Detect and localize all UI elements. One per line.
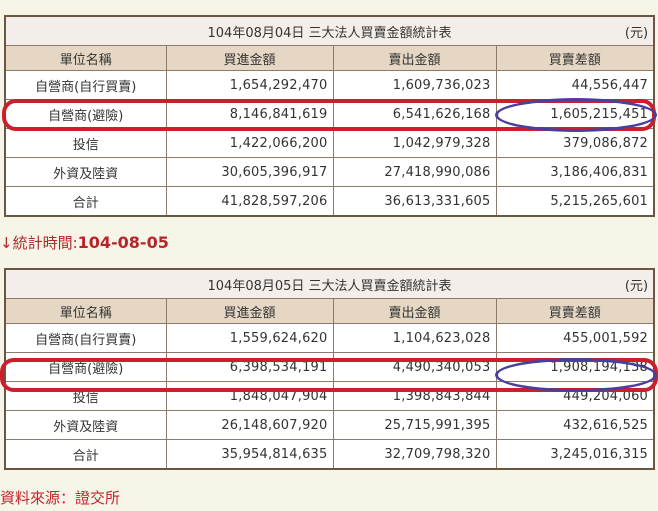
table-row: 投信 1,848,047,904 1,398,843,844 449,204,0… [4, 381, 655, 411]
row-buy: 1,654,292,470 [165, 70, 334, 100]
header-buy-amount: 買進金額 [165, 298, 334, 324]
row-name: 合計 [4, 186, 167, 217]
row-name: 投信 [4, 381, 167, 411]
row-buy: 41,828,597,206 [165, 186, 334, 217]
statistics-time-label: ↓統計時間: [0, 234, 78, 252]
row-buy: 26,148,607,920 [165, 410, 334, 440]
table-row: 自營商(避險) 8,146,841,619 6,541,626,168 1,60… [4, 99, 655, 129]
row-buy: 35,954,814,635 [165, 439, 334, 470]
row-diff: 5,215,265,601 [495, 186, 655, 217]
header-sell-amount: 賣出金額 [332, 298, 497, 324]
institutional-trading-table-0805: 104年08月05日 三大法人買賣金額統計表 (元) 單位名稱 買進金額 賣出金… [4, 268, 656, 470]
row-sell: 36,613,331,605 [332, 186, 497, 217]
table-header-row: 單位名稱 買進金額 賣出金額 買賣差額 [4, 45, 655, 71]
row-diff: 1,908,194,138 [495, 352, 655, 382]
row-sell: 1,104,623,028 [332, 323, 497, 353]
table-row: 自營商(避險) 6,398,534,191 4,490,340,053 1,90… [4, 352, 655, 382]
row-sell: 6,541,626,168 [332, 99, 497, 129]
table-title-row: 104年08月05日 三大法人買賣金額統計表 (元) [4, 268, 655, 299]
data-source: 資料來源：證交所 [0, 489, 121, 507]
row-buy: 1,848,047,904 [165, 381, 334, 411]
row-name: 合計 [4, 439, 167, 470]
row-diff: 379,086,872 [495, 128, 655, 158]
row-diff: 455,001,592 [495, 323, 655, 353]
row-buy: 6,398,534,191 [165, 352, 334, 382]
row-diff: 432,616,525 [495, 410, 655, 440]
row-name: 自營商(自行買賣) [4, 323, 167, 353]
table-row: 自營商(自行買賣) 1,654,292,470 1,609,736,023 44… [4, 70, 655, 100]
statistics-time: ↓統計時間:104-08-05 [0, 232, 169, 253]
header-unit-name: 單位名稱 [4, 298, 167, 324]
row-buy: 30,605,396,917 [165, 157, 334, 187]
table-header-row: 單位名稱 買進金額 賣出金額 買賣差額 [4, 298, 655, 324]
row-name: 自營商(避險) [4, 99, 167, 129]
row-sell: 1,609,736,023 [332, 70, 497, 100]
row-sell: 27,418,990,086 [332, 157, 497, 187]
header-net-amount: 買賣差額 [495, 45, 655, 71]
table-row-total: 合計 41,828,597,206 36,613,331,605 5,215,2… [4, 186, 655, 217]
row-name: 自營商(避險) [4, 352, 167, 382]
row-sell: 1,042,979,328 [332, 128, 497, 158]
row-name: 投信 [4, 128, 167, 158]
row-buy: 8,146,841,619 [165, 99, 334, 129]
row-name: 外資及陸資 [4, 157, 167, 187]
table-title: 104年08月05日 三大法人買賣金額統計表 [207, 278, 452, 294]
table-row: 外資及陸資 26,148,607,920 25,715,991,395 432,… [4, 410, 655, 440]
table-title-row: 104年08月04日 三大法人買賣金額統計表 (元) [4, 15, 655, 46]
row-sell: 4,490,340,053 [332, 352, 497, 382]
row-buy: 1,422,066,200 [165, 128, 334, 158]
row-diff: 3,186,406,831 [495, 157, 655, 187]
table-row-total: 合計 35,954,814,635 32,709,798,320 3,245,0… [4, 439, 655, 470]
statistics-time-value: 104-08-05 [77, 233, 169, 252]
header-unit-name: 單位名稱 [4, 45, 167, 71]
table-title: 104年08月04日 三大法人買賣金額統計表 [207, 25, 452, 41]
table-row: 外資及陸資 30,605,396,917 27,418,990,086 3,18… [4, 157, 655, 187]
table-row: 投信 1,422,066,200 1,042,979,328 379,086,8… [4, 128, 655, 158]
row-buy: 1,559,624,620 [165, 323, 334, 353]
header-sell-amount: 賣出金額 [332, 45, 497, 71]
header-net-amount: 買賣差額 [495, 298, 655, 324]
row-name: 自營商(自行買賣) [4, 70, 167, 100]
row-sell: 25,715,991,395 [332, 410, 497, 440]
row-name: 外資及陸資 [4, 410, 167, 440]
row-diff: 1,605,215,451 [495, 99, 655, 129]
row-diff: 3,245,016,315 [495, 439, 655, 470]
row-diff: 44,556,447 [495, 70, 655, 100]
row-sell: 1,398,843,844 [332, 381, 497, 411]
table-row: 自營商(自行買賣) 1,559,624,620 1,104,623,028 45… [4, 323, 655, 353]
row-sell: 32,709,798,320 [332, 439, 497, 470]
institutional-trading-table-0804: 104年08月04日 三大法人買賣金額統計表 (元) 單位名稱 買進金額 賣出金… [4, 15, 656, 217]
row-diff: 449,204,060 [495, 381, 655, 411]
unit-label: (元) [624, 278, 649, 294]
unit-label: (元) [624, 25, 649, 41]
header-buy-amount: 買進金額 [165, 45, 334, 71]
